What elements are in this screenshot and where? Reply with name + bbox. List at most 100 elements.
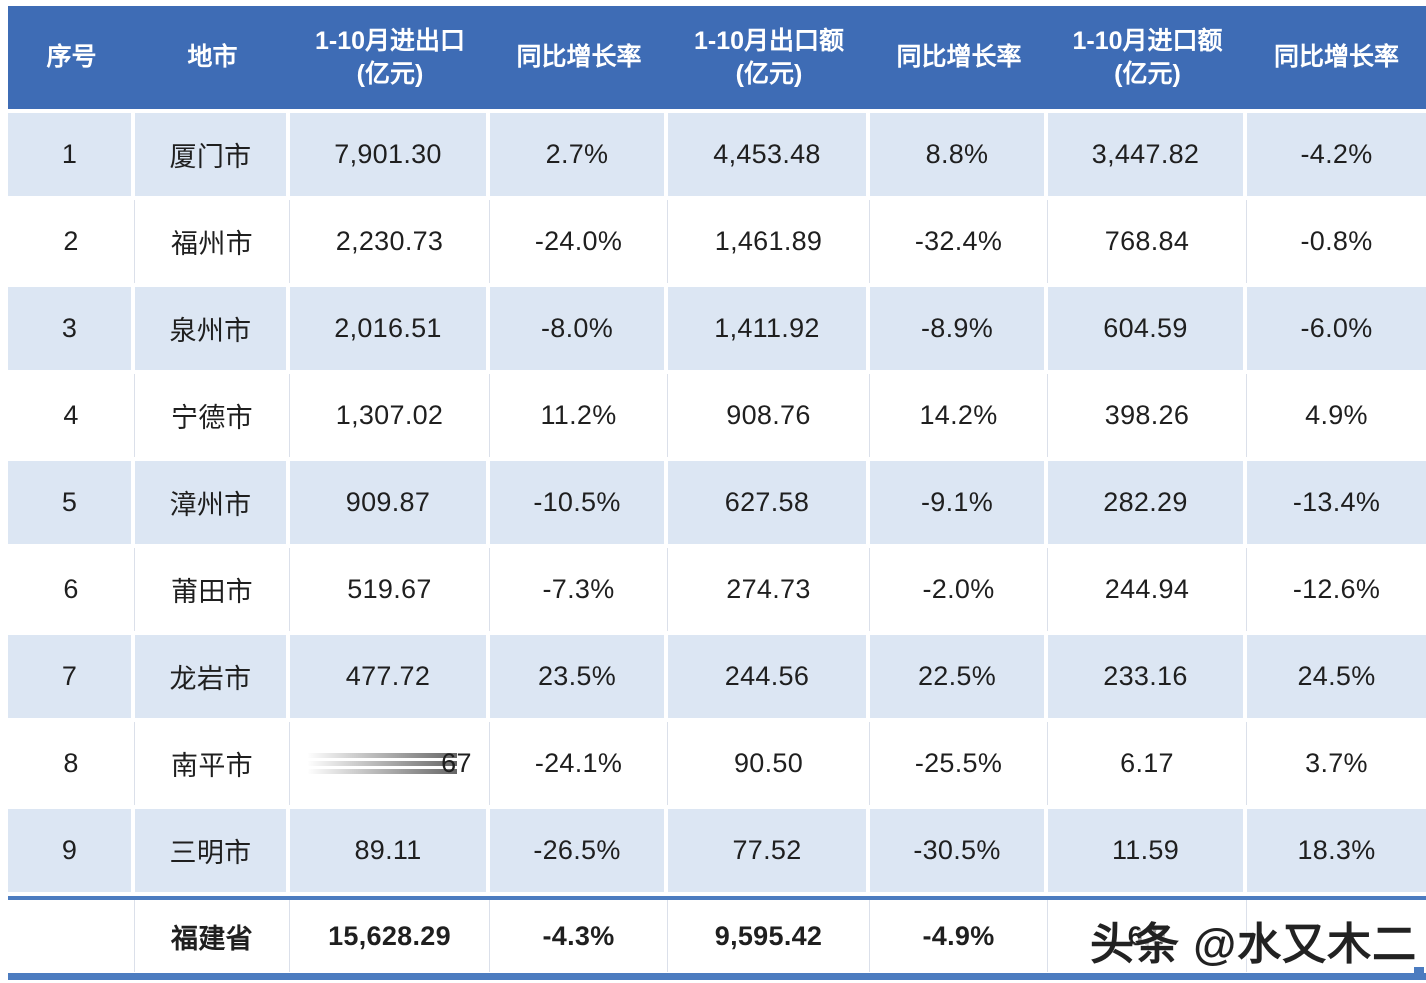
table-row: 1 厦门市 7,901.30 2.7% 4,453.48 8.8% 3,447.82 -4.2… [8,113,1426,196]
cell-value: 4 [8,374,135,457]
total-row-top-divider [8,896,1426,900]
cell-value: 22.5% [870,635,1048,718]
cell-value: 龙岩市 [135,635,290,718]
table-row: 2 福州市 2,230.73 -24.0% 1,461.89 -32.4% 768.84 -0… [8,200,1426,283]
cell-value: 9 [8,809,135,892]
cell-value: -12.6% [1292,574,1381,604]
cell-value: -25.5% [870,722,1048,805]
cell-value: 89.11 [290,809,490,892]
total-cell-value: -4.3% [490,900,668,972]
table-row: 5 漳州市 909.87 -10.5% 627.58 -9.1% 282.29 -13.4% [8,461,1426,544]
cell-value: 8.8% [870,113,1048,196]
cell-value: -0.8% [1300,226,1373,256]
cell-value: 77.52 [668,809,870,892]
column-header-1: 地市 [187,43,238,72]
cell-value: 67 [441,748,472,778]
total-cell-value: 福建省 [135,900,290,972]
cell-value: -7.3% [490,548,668,631]
cell-value: 244.56 [668,635,870,718]
cell-value: 7,901.30 [290,113,490,196]
cell-value: 莆田市 [135,548,290,631]
cell-value: 漳州市 [135,461,290,544]
smudge-streaks [307,748,458,779]
trade-table: 序号 地市 1-10月进出口 (亿元) 同比增长率 1-10月出口额 (亿元) 同比增长率… [8,6,1426,980]
cell-value: 18.3% [1297,835,1376,865]
cell-value: 泉州市 [135,287,290,370]
cell-value: -26.5% [490,809,668,892]
cell-value: 398.26 [1048,374,1247,457]
cell-value: -8.9% [870,287,1048,370]
cell-value: 244.94 [1048,548,1247,631]
table-body: 1 厦门市 7,901.30 2.7% 4,453.48 8.8% 3,447.82 -4.2… [8,113,1426,892]
total-cell-value: -4.9% [870,900,1048,972]
cell-value: -32.4% [870,200,1048,283]
cell-value: 1 [8,113,135,196]
cell-value: 1,411.92 [668,287,870,370]
cell-value: 3.7% [1305,748,1368,778]
table-total-row: 福建省 15,628.29 -4.3% 9,595.42 -4.9% 6,0 [8,900,1426,972]
smudged-value-cell: 67 [290,722,490,805]
cell-value: 6 [8,548,135,631]
cell-value: 三明市 [135,809,290,892]
cell-value: 1,461.89 [668,200,870,283]
cell-value: 604.59 [1048,287,1247,370]
cell-value: 23.5% [490,635,668,718]
table-row: 8 南平市 67 -24.1% 90.50 -25.5% 6.17 3.7% [8,722,1426,805]
cell-value: 南平市 [135,722,290,805]
cell-value: -2.0% [870,548,1048,631]
cell-value: 90.50 [668,722,870,805]
watermark-text: 头条 @水又木二 [1090,920,1418,969]
cell-value: 627.58 [668,461,870,544]
cell-value: 7 [8,635,135,718]
column-header-4: 1-10月出口额 (亿元) [693,27,845,88]
cell-value: -13.4% [1292,487,1381,517]
column-header-6: 1-10月进口额 (亿元) [1072,27,1223,88]
table-row: 7 龙岩市 477.72 23.5% 244.56 22.5% 233.16 24.5% [8,635,1426,718]
cell-value: 477.72 [290,635,490,718]
cell-value: -24.0% [490,200,668,283]
cell-value: -6.0% [1300,313,1373,343]
column-header-7: 同比增长率 [1273,43,1399,72]
table-row: 6 莆田市 519.67 -7.3% 274.73 -2.0% 244.94 -12.6% [8,548,1426,631]
cell-value: 11.59 [1048,809,1247,892]
total-cell-value: 15,628.29 [290,900,490,972]
column-header-2: 1-10月进出口 (亿元) [314,27,466,88]
cell-value: 福州市 [135,200,290,283]
cell-value: 2.7% [490,113,668,196]
cell-value: 3,447.82 [1048,113,1247,196]
cell-value: -8.0% [490,287,668,370]
selection-handle [1414,967,1424,977]
table-bottom-border [8,973,1426,980]
cell-value: 282.29 [1048,461,1247,544]
cell-value: 233.16 [1048,635,1247,718]
total-cell-value: 6,0 [1048,900,1247,972]
cell-value: 14.2% [870,374,1048,457]
cell-value: 厦门市 [135,113,290,196]
cell-value: 6.17 [1048,722,1247,805]
cell-value: 2,016.51 [290,287,490,370]
cell-value: 3 [8,287,135,370]
cell-value: 4.9% [1305,400,1368,430]
table-row: 4 宁德市 1,307.02 11.2% 908.76 14.2% 398.26 4.9% [8,374,1426,457]
cell-value: 5 [8,461,135,544]
cell-value: 519.67 [290,548,490,631]
table-header-row: 序号 地市 1-10月进出口 (亿元) 同比增长率 1-10月出口额 (亿元) 同比增长率… [8,6,1426,109]
column-header-3: 同比增长率 [516,43,642,72]
cell-value: 4,453.48 [668,113,870,196]
cell-value: 908.76 [668,374,870,457]
cell-value: -4.2% [1300,139,1373,169]
cell-value: -24.1% [490,722,668,805]
table-row: 9 三明市 89.11 -26.5% 77.52 -30.5% 11.59 18.3% [8,809,1426,892]
cell-value: 909.87 [290,461,490,544]
cell-value: 宁德市 [135,374,290,457]
cell-value: 1,307.02 [290,374,490,457]
cell-value: 2 [8,200,135,283]
table-row: 3 泉州市 2,016.51 -8.0% 1,411.92 -8.9% 604.59 -6.0… [8,287,1426,370]
column-header-0: 序号 [46,43,97,72]
cell-value: 8 [8,722,135,805]
cell-value: -30.5% [870,809,1048,892]
cell-value: 768.84 [1048,200,1247,283]
column-header-5: 同比增长率 [896,43,1022,72]
cell-value: 24.5% [1297,661,1376,691]
